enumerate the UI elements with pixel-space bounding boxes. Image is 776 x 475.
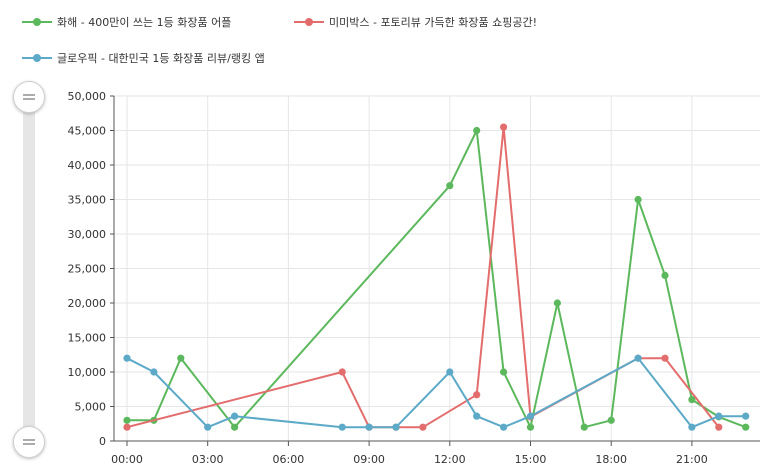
data-point [607,416,615,424]
legend-item-series-2[interactable]: 미미박스 - 포토리뷰 가득한 화장품 쇼핑공간! [294,14,537,30]
legend-line-marker-icon [22,18,52,26]
series-line [127,129,747,429]
series-3 [123,354,750,431]
series-line [126,357,746,429]
data-point [177,354,185,362]
y-tick-label: 50,000 [68,90,107,103]
data-point [580,423,588,431]
data-point [123,423,131,431]
y-tick-label: 0 [99,435,106,448]
data-point [473,412,481,420]
x-tick-label: 00:00 [111,453,143,466]
data-point [365,423,373,431]
data-point [634,195,642,204]
legend-label-series-1: 화해 - 400만이 쓰는 1등 화장품 어플 [57,16,232,29]
y-tick-label: 35,000 [68,194,107,207]
legend-item-series-3[interactable]: 글로우픽 - 대한민국 1등 화장품 리뷰/랭킹 앱 [22,50,265,66]
data-point [634,354,642,362]
y-tick-label: 40,000 [68,159,107,172]
data-point [150,368,158,376]
tick-labels: 0 5,000 10,000 15,000 20,000 25,000 30,000 35,0… [68,90,708,466]
axes [110,95,760,446]
legend-marker [305,18,313,26]
data-point [688,423,696,431]
data-point [473,126,481,135]
data-point [446,368,454,376]
zoom-handle-bottom[interactable] [13,426,45,458]
legend-label-series-3: 글로우픽 - 대한민국 1등 화장품 리뷰/랭킹 앱 [57,52,265,65]
y-tick-label: 45,000 [68,125,107,138]
data-point [715,423,723,431]
legend-line-marker-icon [22,54,52,62]
y-tick-label: 20,000 [68,297,107,310]
data-point [473,391,481,399]
y-tick-label: 10,000 [68,366,107,379]
series-lines [123,123,750,431]
data-point [204,423,212,431]
x-tick-label: 09:00 [353,453,385,466]
zoom-scrollbar-track[interactable] [23,96,35,441]
chart-legend: 화해 - 400만이 쓰는 1등 화장품 어플 미미박스 - 포토리뷰 가득한 … [22,14,762,74]
data-point [715,412,723,420]
y-tick-label: 5,000 [75,401,107,414]
grip-icon [23,94,35,100]
data-point [500,368,508,376]
y-tick-label: 15,000 [68,332,107,345]
x-tick-label: 12:00 [434,453,466,466]
x-tick-label: 03:00 [192,453,224,466]
data-point [661,271,669,279]
legend-item-series-1[interactable]: 화해 - 400만이 쓰는 1등 화장품 어플 [22,14,231,30]
x-tick-label: 21:00 [676,453,708,466]
data-point [338,368,346,376]
data-point [123,416,131,424]
data-point [500,423,508,431]
x-tick-label: 18:00 [595,453,627,466]
legend-line-marker-icon [294,18,324,26]
series-line [126,126,720,429]
x-tick-label: 06:00 [273,453,305,466]
data-point [419,423,427,431]
data-point [526,423,535,431]
grip-icon [23,439,35,445]
data-point [123,354,131,362]
data-point [553,299,562,307]
data-point [742,412,750,420]
grid-lines [114,95,760,442]
data-point [688,396,696,404]
data-point [446,182,454,190]
data-point [661,354,669,362]
legend-marker [33,54,41,62]
data-point [338,423,346,431]
data-point [231,412,239,420]
data-point [392,423,400,431]
data-point [500,123,508,131]
zoom-handle-top[interactable] [13,81,45,113]
x-tick-label: 15:00 [515,453,547,466]
data-point [231,423,239,431]
y-tick-label: 25,000 [68,263,107,276]
data-point [742,423,750,431]
data-point [526,412,535,420]
series-2 [123,123,723,431]
y-tick-label: 30,000 [68,228,107,241]
legend-marker [33,18,41,26]
legend-label-series-2: 미미박스 - 포토리뷰 가득한 화장품 쇼핑공간! [329,16,538,29]
